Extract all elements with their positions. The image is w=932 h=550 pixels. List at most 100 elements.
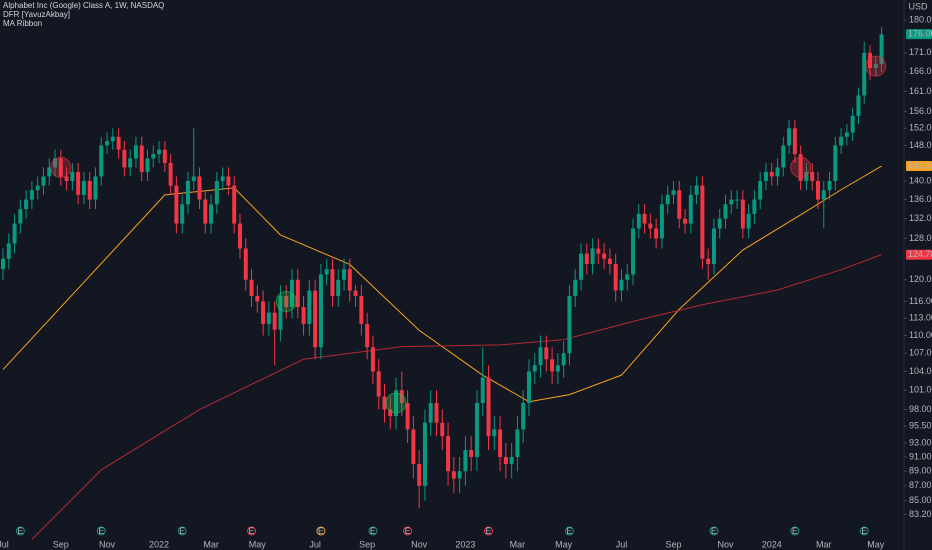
y-tick-label: 132.00: [909, 213, 932, 223]
event-icon: [15, 526, 25, 536]
x-tick-label: May: [867, 539, 885, 549]
candle-body: [798, 154, 803, 181]
candle-body: [151, 154, 156, 159]
event-icon: [859, 526, 869, 536]
candle-body: [70, 171, 75, 181]
candle-body: [197, 176, 202, 200]
candle-body: [740, 199, 745, 229]
candle-body: [868, 52, 872, 69]
candle-body: [278, 295, 283, 330]
x-tick-label: May: [249, 539, 267, 549]
x-tick-label: Nov: [99, 539, 116, 549]
event-label: E: [792, 526, 798, 536]
price-tag: [906, 29, 932, 40]
candle-body: [162, 149, 167, 163]
candle-body: [110, 136, 115, 142]
candle-body: [474, 403, 479, 457]
candle-body: [810, 171, 815, 181]
candle-body: [498, 429, 503, 457]
candle-body: [284, 295, 289, 308]
candle-body: [440, 422, 445, 437]
x-tick-label: Jul: [309, 539, 321, 549]
x-tick-label: Mar: [203, 539, 219, 549]
y-tick-label: 83.20: [909, 509, 932, 519]
event-icon: [177, 526, 187, 536]
candle-body: [509, 456, 514, 465]
candle-body: [596, 248, 601, 254]
candle-body: [521, 403, 526, 430]
candle-body: [174, 185, 179, 224]
y-tick-label: 156.00: [909, 106, 932, 116]
event-label: E: [98, 526, 104, 536]
candle-body: [844, 132, 849, 137]
x-tick-label: 2022: [149, 539, 169, 549]
y-tick-label: 107.00: [909, 348, 932, 358]
candle-body: [781, 145, 786, 168]
candle-body: [463, 449, 468, 472]
event-label: E: [861, 526, 867, 536]
candle-body: [157, 149, 162, 155]
y-tick-label: 166.00: [909, 66, 932, 76]
candle-body: [492, 429, 497, 437]
signal: [275, 290, 297, 312]
candle-body: [422, 422, 427, 486]
candle-body: [399, 390, 404, 404]
event-label: E: [486, 526, 492, 536]
event-label: E: [17, 526, 23, 536]
y-tick-label: 91.00: [909, 451, 932, 461]
candle-body: [602, 253, 607, 259]
candle-body: [191, 176, 196, 181]
candle-body: [526, 371, 531, 404]
y-tick-label: 98.00: [909, 404, 932, 414]
candle-body: [625, 274, 630, 280]
candle-body: [18, 209, 23, 224]
candle-body: [752, 199, 757, 214]
candle-body: [654, 228, 659, 239]
candle-body: [330, 269, 335, 296]
moving-average: [31, 254, 882, 540]
candle-body: [388, 409, 393, 417]
candle-body: [382, 396, 387, 410]
y-tick-label: 180.00: [909, 14, 932, 24]
candle-body: [1, 258, 5, 270]
y-tick-label: 116.00: [909, 296, 932, 306]
candle-body: [249, 279, 254, 296]
x-tick-label: Nov: [717, 539, 734, 549]
candle-body: [411, 429, 416, 465]
y-tick-label: 120.00: [909, 274, 932, 284]
candle-body: [295, 279, 300, 308]
x-tick-label: Mar: [510, 539, 526, 549]
candle-body: [226, 176, 231, 186]
candle-body: [590, 248, 595, 264]
x-tick-label: Jul: [0, 539, 9, 549]
y-tick-label: 104.00: [909, 366, 932, 376]
candle-body: [53, 158, 58, 168]
event-label: E: [566, 526, 572, 536]
candle-body: [180, 204, 185, 224]
candle-body: [394, 390, 399, 417]
candle-body: [775, 167, 780, 177]
candle-body: [631, 228, 636, 275]
candle-body: [266, 312, 271, 324]
candle-body: [584, 253, 589, 264]
candle-body: [636, 213, 641, 229]
price-tag-label: 143.32: [908, 160, 932, 170]
y-tick-label: 113.00: [909, 313, 932, 323]
y-tick-label: 161.00: [909, 86, 932, 96]
x-tick-label: 2023: [455, 539, 475, 549]
currency: USD: [908, 1, 928, 11]
candle-body: [405, 403, 410, 430]
candle-body: [35, 185, 40, 191]
candle-body: [87, 180, 92, 200]
chart-title: Alphabet Inc (Google) Class A, 1W, NASDA…: [3, 1, 164, 10]
candle-body: [856, 95, 861, 116]
candle-body: [561, 353, 566, 366]
candle-body: [376, 371, 381, 397]
event-label: E: [318, 526, 324, 536]
candle-body: [735, 199, 740, 201]
x-tick-label: 2024: [762, 539, 782, 549]
candle-body: [700, 185, 705, 259]
candle-body: [243, 248, 248, 280]
candle-body: [342, 269, 347, 280]
candle-body: [324, 269, 329, 275]
